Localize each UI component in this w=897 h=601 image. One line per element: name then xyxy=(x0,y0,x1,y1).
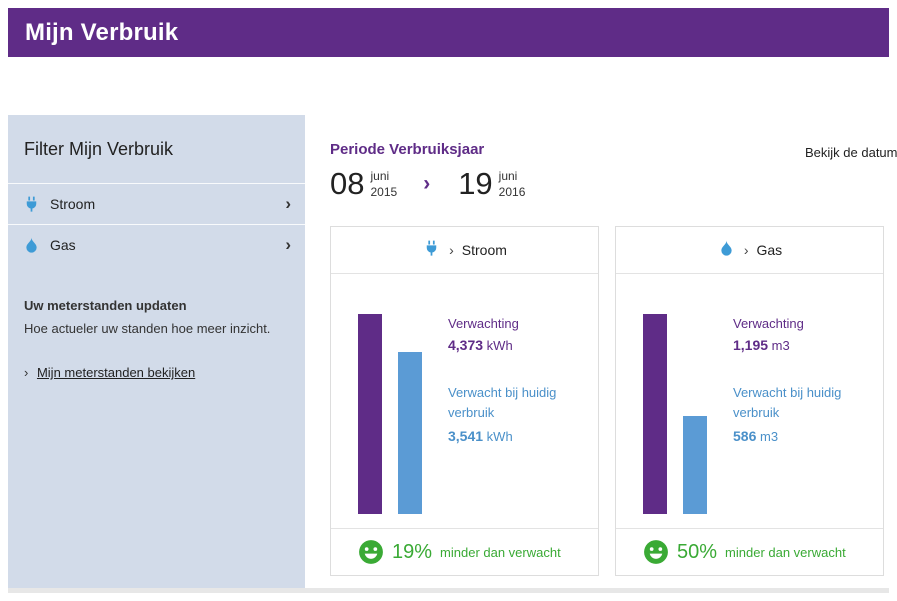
meterstanden-link-row: › Mijn meterstanden bekijken xyxy=(24,364,289,382)
start-year: 2015 xyxy=(370,185,398,199)
filter-sidebar: Filter Mijn Verbruik Stroom › Gas › Uw m… xyxy=(8,115,305,588)
period-title: Periode Verbruiksjaar xyxy=(330,141,485,158)
current-label: Verwacht bij huidig verbruik xyxy=(448,385,557,420)
usage-cards: › Stroom Verwachting 4,373 kWh Verw xyxy=(330,226,889,576)
result-percentage: 19% xyxy=(392,540,433,563)
plug-icon xyxy=(22,195,50,214)
stroom-bar-chart xyxy=(358,314,422,514)
current-bar xyxy=(398,352,422,514)
chevron-right-icon: › xyxy=(285,194,291,213)
start-month: juni xyxy=(370,168,390,183)
start-day: 08 xyxy=(330,166,365,201)
bekijk-datum-link[interactable]: Bekijk de datum xyxy=(805,145,897,160)
main-area: Filter Mijn Verbruik Stroom › Gas › Uw m… xyxy=(8,115,897,588)
meterstanden-update-block: Uw meterstanden updaten Hoe actueler uw … xyxy=(8,265,305,401)
smiley-icon xyxy=(359,540,383,564)
end-year: 2016 xyxy=(498,185,526,199)
period-date-range: 08 juni 2015 › 19 juni 2016 xyxy=(330,166,889,202)
gas-card-footer: 50% minder dan verwacht xyxy=(616,528,883,575)
sidebar-item-stroom[interactable]: Stroom › xyxy=(8,183,305,224)
flame-icon xyxy=(717,239,736,261)
current-value: 3,541 kWh xyxy=(448,428,513,444)
sidebar-title: Filter Mijn Verbruik xyxy=(24,139,174,159)
sidebar-item-label: Stroom xyxy=(50,196,96,212)
stroom-card-footer: 19% minder dan verwacht xyxy=(331,528,598,575)
page-header: Mijn Verbruik xyxy=(8,8,889,57)
date-separator-icon: › xyxy=(423,172,431,195)
result-percentage: 50% xyxy=(677,540,718,563)
start-month-year: juni 2015 xyxy=(370,168,397,200)
expected-value: 4,373 kWh xyxy=(448,337,513,353)
expected-value: 1,195 m3 xyxy=(733,337,790,353)
gas-bar-chart xyxy=(643,314,707,514)
update-heading: Uw meterstanden updaten xyxy=(24,298,187,313)
current-label: Verwacht bij huidig verbruik xyxy=(733,385,842,420)
chevron-right-icon: › xyxy=(24,365,29,381)
smiley-icon xyxy=(644,540,668,564)
end-month: juni xyxy=(498,168,518,183)
result-text: minder dan verwacht xyxy=(725,544,846,560)
result-text: minder dan verwacht xyxy=(440,544,561,560)
gas-card-body: Verwachting 1,195 m3 Verwacht bij huidig… xyxy=(616,274,883,528)
stroom-card: › Stroom Verwachting 4,373 kWh Verw xyxy=(330,226,599,576)
chevron-right-icon: › xyxy=(449,242,454,258)
stroom-values: Verwachting 4,373 kWh Verwacht bij huidi… xyxy=(448,314,598,514)
sidebar-item-gas[interactable]: Gas › xyxy=(8,224,305,265)
gas-card-header[interactable]: › Gas xyxy=(616,227,883,274)
expected-label: Verwachting xyxy=(448,316,519,331)
gas-values: Verwachting 1,195 m3 Verwacht bij huidig… xyxy=(733,314,883,514)
meterstanden-link[interactable]: Mijn meterstanden bekijken xyxy=(36,365,196,381)
chevron-right-icon: › xyxy=(285,235,291,254)
end-day: 19 xyxy=(458,166,493,201)
end-month-year: juni 2016 xyxy=(499,168,526,200)
sidebar-item-label: Gas xyxy=(50,237,76,253)
card-title: Gas xyxy=(756,242,783,258)
stroom-card-header[interactable]: › Stroom xyxy=(331,227,598,274)
plug-icon xyxy=(422,239,441,261)
stroom-card-body: Verwachting 4,373 kWh Verwacht bij huidi… xyxy=(331,274,598,528)
page-title: Mijn Verbruik xyxy=(25,18,179,46)
current-value: 586 m3 xyxy=(733,428,779,444)
expected-bar xyxy=(358,314,382,514)
update-text: Hoe actueler uw standen hoe meer inzicht… xyxy=(24,321,271,337)
expected-bar xyxy=(643,314,667,514)
chevron-right-icon: › xyxy=(743,242,749,258)
card-title: Stroom xyxy=(461,242,507,258)
flame-icon xyxy=(22,236,50,255)
expected-label: Verwachting xyxy=(733,316,804,331)
content-area: Bekijk de datum Periode Verbruiksjaar 08… xyxy=(305,115,897,588)
page-bottom-edge xyxy=(8,588,889,593)
current-bar xyxy=(683,416,707,514)
gas-card: › Gas Verwachting 1,195 m3 Verwacht xyxy=(615,226,884,576)
